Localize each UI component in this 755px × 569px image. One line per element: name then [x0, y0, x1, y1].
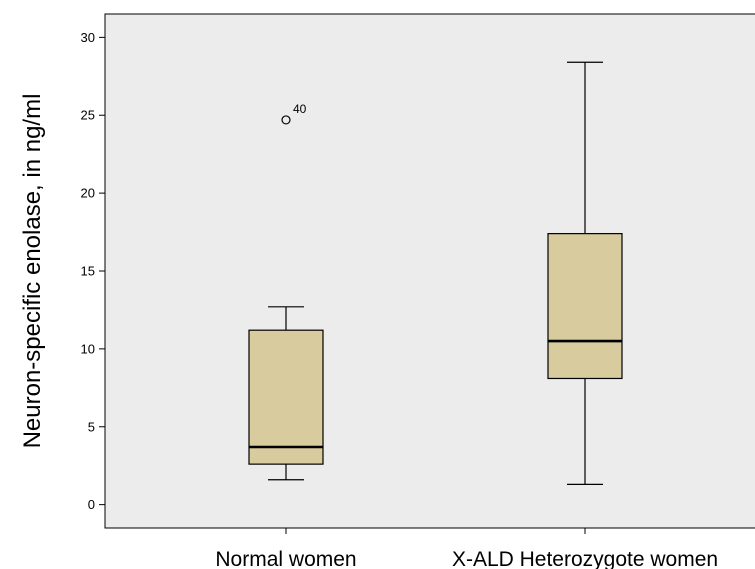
y-axis-title: Neuron-specific enolase, in ng/ml [19, 94, 46, 449]
x-axis: Normal women X-ALD Heterozygote women [215, 528, 718, 569]
plot-area [104, 13, 755, 529]
iqr-box [547, 233, 623, 380]
y-tick-label: 15 [81, 264, 95, 279]
box-group: 40 [248, 102, 324, 481]
iqr-box [248, 329, 324, 465]
box-group [547, 61, 623, 485]
y-tick-label: 10 [81, 341, 95, 356]
x-category-label: X-ALD Heterozygote women [452, 548, 718, 569]
y-tick-label: 25 [81, 108, 95, 123]
y-axis: 0 5 10 15 20 25 30 [81, 30, 105, 512]
y-tick-label: 20 [81, 186, 95, 201]
box-series: 40 [248, 61, 623, 485]
y-tick-label: 30 [81, 30, 95, 45]
y-tick-label: 5 [88, 419, 95, 434]
outlier-label: 40 [293, 102, 307, 116]
x-category-label: Normal women [215, 548, 356, 569]
y-tick-label: 0 [88, 497, 95, 512]
outlier-point [281, 115, 291, 125]
